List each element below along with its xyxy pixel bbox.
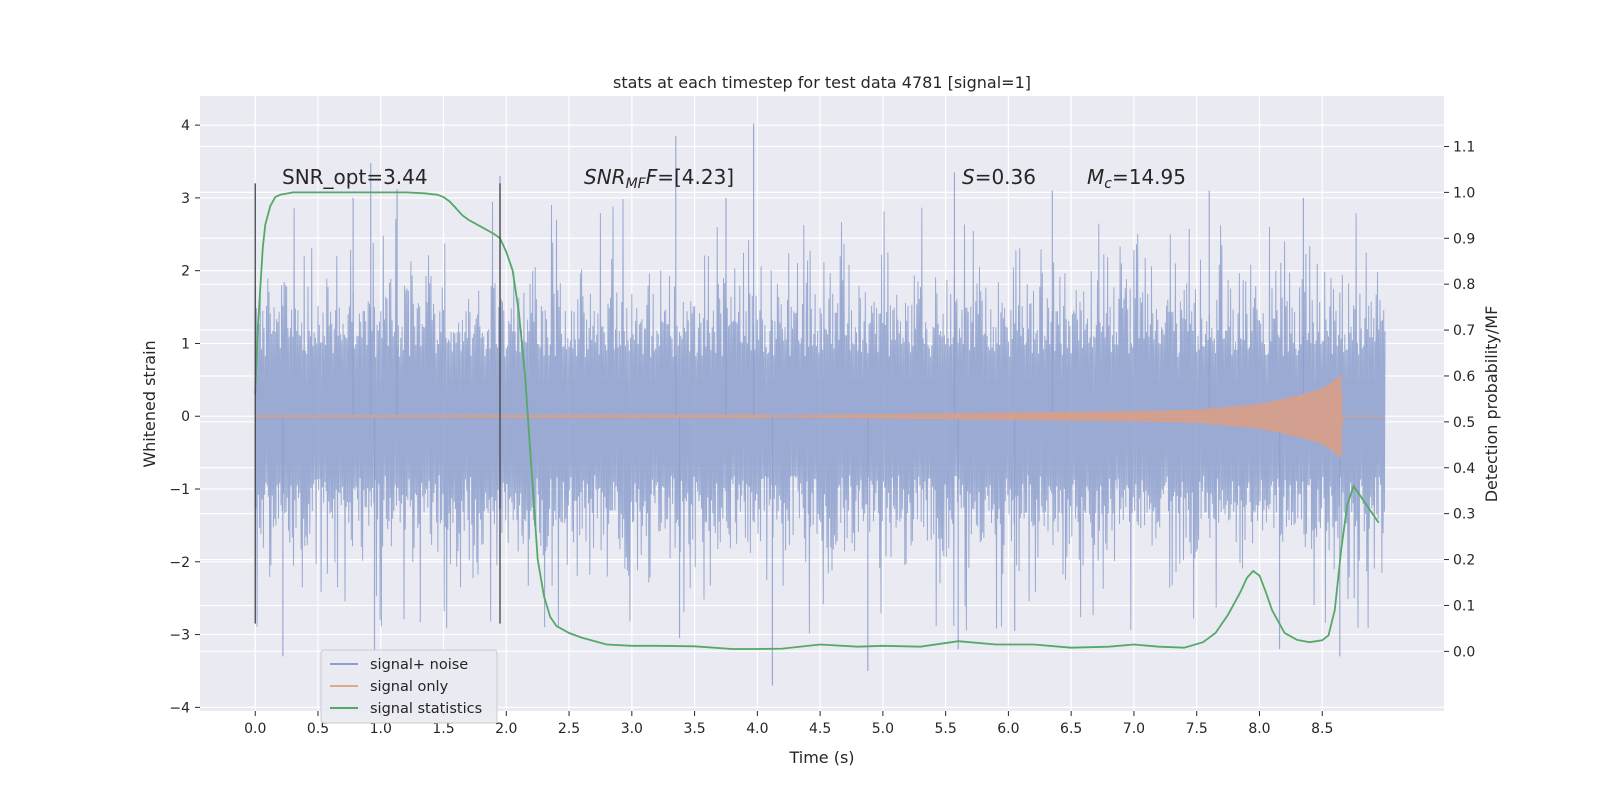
x-axis-label: Time (s) (788, 748, 854, 767)
annotation-mc: Mc=14.95 (1087, 165, 1186, 192)
x-tick-label: 7.5 (1186, 721, 1208, 737)
x-tick-label: 4.5 (809, 721, 831, 737)
x-tick-label: 1.0 (370, 721, 392, 737)
x-tick-label: 2.0 (495, 721, 517, 737)
y2-tick-label: 0.6 (1453, 369, 1475, 385)
y-tick-label: −2 (169, 555, 190, 571)
chart-title: stats at each timestep for test data 478… (613, 73, 1031, 92)
legend-label-signal: signal only (370, 679, 449, 695)
y2-tick-label: 1.1 (1453, 139, 1475, 155)
y2-tick-label: 0.5 (1453, 415, 1475, 431)
y-tick-label: 3 (181, 191, 190, 207)
y2-tick-label: 1.0 (1453, 185, 1475, 201)
legend: signal+ noise signal only signal statist… (320, 649, 498, 724)
x-tick-label: 7.0 (1123, 721, 1145, 737)
y2-tick-label: 0.1 (1453, 598, 1475, 614)
x-tick-label: 0.0 (244, 721, 266, 737)
series-signal-only (254, 374, 1385, 458)
x-tick-label: 6.5 (1060, 721, 1082, 737)
annotation-s: S=0.36 (962, 165, 1036, 189)
y2-tick-label: 0.2 (1453, 553, 1475, 569)
y-tick-label: −3 (169, 628, 190, 644)
y-axis-label: Whitened strain (140, 340, 159, 467)
x-tick-label: 8.0 (1248, 721, 1270, 737)
y2-tick-label: 0.8 (1453, 277, 1475, 293)
x-tick-label: 5.0 (872, 721, 894, 737)
y2-axis-label: Detection probability/MF (1482, 306, 1501, 503)
y-tick-label: 4 (181, 118, 190, 134)
y-axis-ticks: 4 3 2 1 0 −1 −2 −3 −4 (169, 118, 200, 716)
annotation-snr-mf: SNRMFF=[4.23] (584, 165, 734, 192)
legend-box (320, 649, 498, 724)
y2-tick-label: 0.9 (1453, 231, 1475, 247)
window-markers (254, 183, 501, 624)
x-tick-label: 8.5 (1311, 721, 1333, 737)
x-tick-label: 4.0 (746, 721, 768, 737)
x-axis-ticks: 0.0 0.5 1.0 1.5 2.0 2.5 3.0 3.5 4.0 4.5 5.0 5.5 6.0 6… (244, 711, 1333, 737)
y-tick-label: 0 (181, 409, 190, 425)
x-tick-label: 3.5 (683, 721, 705, 737)
y2-axis-ticks: 1.1 1.0 0.9 0.8 0.7 0.6 0.5 0.4 0.3 0.2 0.1 0.0 (1444, 139, 1475, 660)
y-tick-label: −4 (169, 700, 190, 716)
series-signal-statistics (254, 191, 1380, 650)
legend-label-stats: signal statistics (370, 701, 482, 717)
series-signal-plus-noise (254, 199, 1386, 634)
legend-label-noise: signal+ noise (370, 657, 468, 673)
annotation-snr-opt: SNR_opt=3.44 (282, 165, 428, 189)
y-tick-label: 2 (181, 264, 190, 280)
y2-tick-label: 0.4 (1453, 461, 1475, 477)
x-tick-label: 3.0 (621, 721, 643, 737)
x-tick-label: 5.5 (935, 721, 957, 737)
x-tick-label: 1.5 (432, 721, 454, 737)
y-tick-label: 1 (181, 336, 190, 352)
y2-tick-label: 0.3 (1453, 507, 1475, 523)
y2-tick-label: 0.0 (1453, 644, 1475, 660)
x-tick-label: 0.5 (307, 721, 329, 737)
y-tick-label: −1 (169, 482, 190, 498)
y2-tick-label: 0.7 (1453, 323, 1475, 339)
x-tick-label: 2.5 (558, 721, 580, 737)
x-tick-label: 6.0 (997, 721, 1019, 737)
